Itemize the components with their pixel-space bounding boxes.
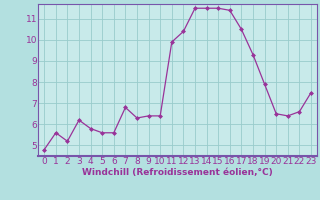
X-axis label: Windchill (Refroidissement éolien,°C): Windchill (Refroidissement éolien,°C) — [82, 168, 273, 177]
